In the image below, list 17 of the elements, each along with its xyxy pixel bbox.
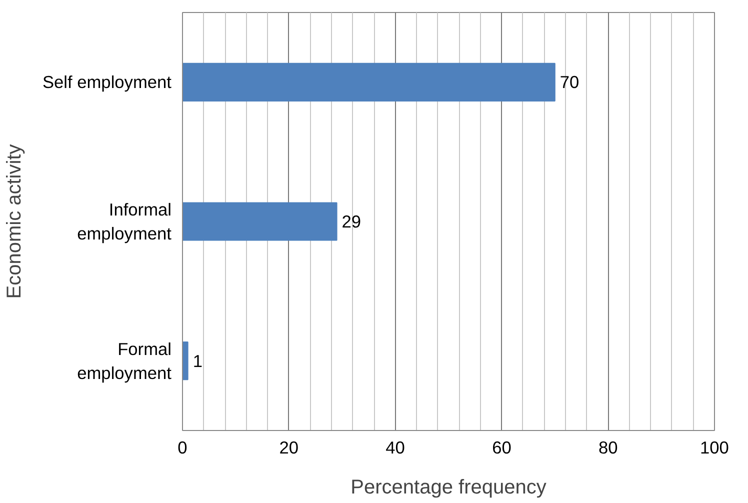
y-axis-title: Economic activity [3, 144, 26, 299]
data-label: 29 [342, 212, 362, 232]
x-tick-label: 100 [700, 438, 729, 458]
x-tick-label: 0 [178, 438, 188, 458]
y-tick-label: Self employment [42, 72, 172, 92]
x-tick-label: 80 [598, 438, 618, 458]
data-label: 1 [192, 350, 202, 371]
y-tick-label: Formal employment [77, 338, 172, 383]
x-axis-title: Percentage frequency [350, 476, 546, 498]
x-tick-label: 20 [279, 438, 299, 458]
x-tick-label: 60 [492, 438, 512, 458]
x-tick-label: 40 [386, 438, 405, 458]
bar [182, 62, 556, 102]
data-label: 70 [560, 72, 580, 92]
bar [182, 202, 338, 241]
bar [182, 342, 188, 380]
y-tick-label: Informal employment [77, 200, 172, 244]
